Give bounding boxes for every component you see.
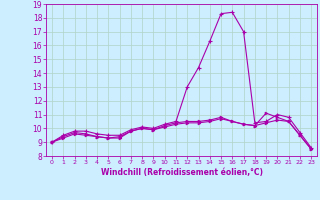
X-axis label: Windchill (Refroidissement éolien,°C): Windchill (Refroidissement éolien,°C) [100, 168, 263, 177]
